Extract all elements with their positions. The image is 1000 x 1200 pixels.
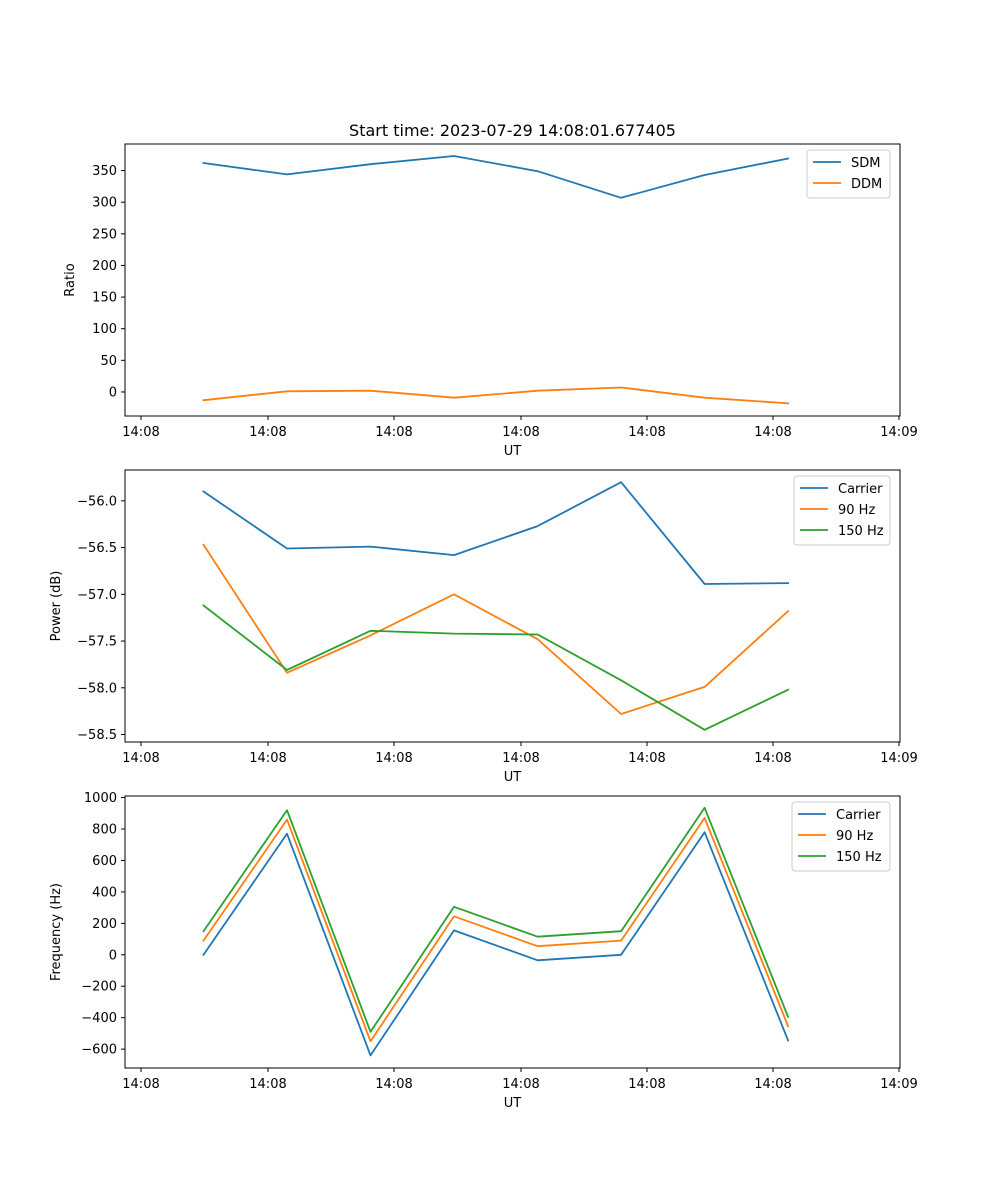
legend: Carrier 90 Hz 150 Hz [791,801,891,872]
x-tick-label: 14:08 [249,751,286,766]
y-tick-label: −400 [81,1011,117,1026]
series-line-90-hz [202,543,790,715]
y-tick-label: −58.5 [77,728,117,743]
y-tick-label: 200 [92,917,117,932]
y-tick-label: −57.0 [77,588,117,603]
x-axis-label: UT [504,1096,522,1111]
legend-entry-label: DDM [851,177,882,192]
y-axis-label: Power (dB) [49,571,64,642]
x-tick-label: 14:08 [502,751,539,766]
y-tick-label: −57.5 [77,635,117,650]
y-tick-label: 800 [92,823,117,838]
x-tick-label: 14:08 [754,425,791,440]
y-tick-label: 300 [92,196,117,211]
x-tick-label: 14:08 [375,425,412,440]
y-axis-label: Frequency (Hz) [49,883,64,981]
x-tick-label: 14:08 [375,1077,412,1092]
x-tick-label: 14:09 [880,751,917,766]
y-tick-label: −56.5 [77,541,117,556]
x-tick-label: 14:08 [122,751,159,766]
legend-entry-label: Carrier [838,482,883,497]
x-tick-label: 14:09 [880,1077,917,1092]
chart-title: Start time: 2023-07-29 14:08:01.677405 [349,121,676,140]
x-tick-label: 14:08 [502,425,539,440]
x-tick-label: 14:08 [628,751,665,766]
legend: SDM DDM [806,149,891,199]
y-tick-label: 0 [109,385,117,400]
plot-frame [124,795,901,1069]
x-tick-label: 14:08 [754,751,791,766]
chart-panel-2: 14:08 14:08 14:08 14:08 14:08 14:08 14:09 −58.5… [49,469,918,785]
series-line-sdm [202,155,790,199]
chart-panel-1: Start time: 2023-07-29 14:08:01.677405 14… [63,121,918,459]
x-axis-label: UT [504,444,522,459]
x-tick-label: 14:08 [502,1077,539,1092]
legend-entry-label: 150 Hz [838,524,884,539]
legend: Carrier 90 Hz 150 Hz [793,475,891,546]
series-line-90-hz [202,817,790,1043]
series-line-150-hz [202,806,790,1033]
y-tick-label: 400 [92,885,117,900]
y-tick-label: 50 [100,354,117,369]
legend-box [791,801,891,872]
legend-entry-label: SDM [851,156,880,171]
y-tick-label: −200 [81,980,117,995]
legend-entry-label: 90 Hz [836,829,873,844]
y-tick-label: 0 [109,948,117,963]
legend-box [793,475,891,546]
series-line-carrier [202,481,790,585]
y-tick-label: −56.0 [77,494,117,509]
legend-entry-label: 150 Hz [836,850,882,865]
series-line-150-hz [202,604,790,731]
x-tick-label: 14:08 [375,751,412,766]
x-tick-label: 14:08 [249,1077,286,1092]
series-line-carrier [202,831,790,1057]
x-axis-label: UT [504,770,522,785]
y-axis-label: Ratio [63,263,78,296]
y-tick-label: 250 [92,227,117,242]
x-tick-label: 14:09 [880,425,917,440]
y-tick-label: −600 [81,1043,117,1058]
y-tick-label: 1000 [84,791,117,806]
x-tick-label: 14:08 [122,425,159,440]
plot-frame [124,143,901,417]
y-tick-label: 100 [92,322,117,337]
x-tick-label: 14:08 [249,425,286,440]
y-tick-label: 200 [92,259,117,274]
y-tick-label: 150 [92,291,117,306]
x-tick-label: 14:08 [628,1077,665,1092]
y-tick-label: −58.0 [77,681,117,696]
legend-entry-label: Carrier [836,808,881,823]
y-tick-label: 600 [92,854,117,869]
chart-panel-3: 14:08 14:08 14:08 14:08 14:08 14:08 14:09 −600 −… [49,791,918,1111]
series-line-ddm [202,386,790,405]
x-tick-label: 14:08 [754,1077,791,1092]
x-tick-label: 14:08 [122,1077,159,1092]
legend-entry-label: 90 Hz [838,503,875,518]
x-tick-label: 14:08 [628,425,665,440]
plot-frame [124,469,901,743]
y-tick-label: 350 [92,164,117,179]
